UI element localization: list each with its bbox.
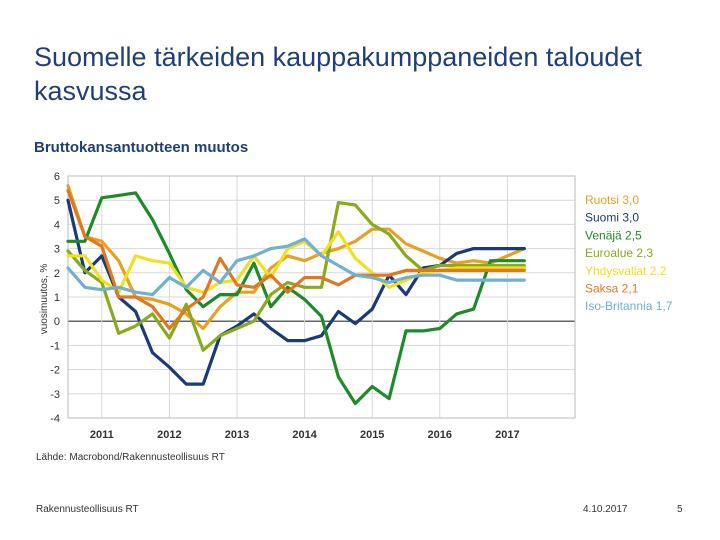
x-tick-label: 2017 bbox=[495, 429, 519, 441]
x-axis-ticks: 2011 2012 2013 2014 2015 2016 2017 bbox=[90, 429, 520, 441]
series-line-suomi bbox=[66, 198, 526, 386]
y-tick-label: -1 bbox=[50, 340, 60, 352]
legend-item-ruotsi: Ruotsi 3,0 bbox=[585, 193, 639, 207]
series-line-venäjä bbox=[66, 191, 526, 406]
series-lines bbox=[66, 184, 526, 406]
y-tick-label: 3 bbox=[54, 244, 60, 256]
y-tick-label: 4 bbox=[54, 219, 60, 231]
y-tick-label: -3 bbox=[50, 389, 60, 401]
x-tick-label: 2013 bbox=[225, 429, 249, 441]
legend: Ruotsi 3,0 Suomi 3,0 Venäjä 2,5 Euroalue 2,… bbox=[585, 193, 673, 313]
x-tick-label: 2012 bbox=[157, 429, 181, 441]
y-tick-label: 5 bbox=[54, 195, 60, 207]
legend-item-yhdysvallat: Yhdysvallat 2,2 bbox=[585, 264, 667, 278]
y-tick-label: -2 bbox=[50, 365, 60, 377]
x-tick-label: 2014 bbox=[292, 429, 317, 441]
y-tick-label: 6 bbox=[54, 171, 60, 183]
legend-item-venäjä: Venäjä 2,5 bbox=[585, 228, 642, 242]
chart-grid bbox=[67, 175, 576, 419]
footer-date: 4.10.2017 bbox=[583, 504, 628, 515]
y-tick-label: 2 bbox=[54, 268, 60, 280]
x-tick-label: 2011 bbox=[90, 429, 114, 441]
chart-source: Lähde: Macrobond/Rakennusteollisuus RT bbox=[36, 452, 225, 463]
y-tick-label: 1 bbox=[54, 292, 60, 304]
x-tick-label: 2015 bbox=[360, 429, 384, 441]
legend-item-saksa: Saksa 2,1 bbox=[585, 282, 639, 296]
series-line-iso-britannia bbox=[66, 237, 526, 297]
y-axis-label: vuosimuutos, % bbox=[39, 264, 50, 335]
x-tick-label: 2016 bbox=[428, 429, 452, 441]
legend-item-euroalue: Euroalue 2,3 bbox=[585, 246, 653, 260]
chart-title: Bruttokansantuotteen muutos bbox=[34, 139, 249, 156]
series-line-saksa bbox=[66, 188, 526, 331]
page-number: 5 bbox=[677, 504, 683, 515]
legend-item-iso-britannia: Iso-Britannia 1,7 bbox=[585, 299, 673, 313]
footer-organization: Rakennusteollisuus RT bbox=[36, 504, 139, 515]
y-tick-label: 0 bbox=[54, 316, 60, 328]
y-axis-ticks: -4 -3 -2 -1 0 1 2 3 4 5 6 bbox=[50, 171, 60, 425]
slide-title: Suomelle tärkeiden kauppakumppaneiden ta… bbox=[34, 42, 642, 106]
y-tick-label: -4 bbox=[50, 413, 60, 425]
plot-frame bbox=[67, 175, 576, 419]
legend-item-suomi: Suomi 3,0 bbox=[585, 211, 639, 225]
